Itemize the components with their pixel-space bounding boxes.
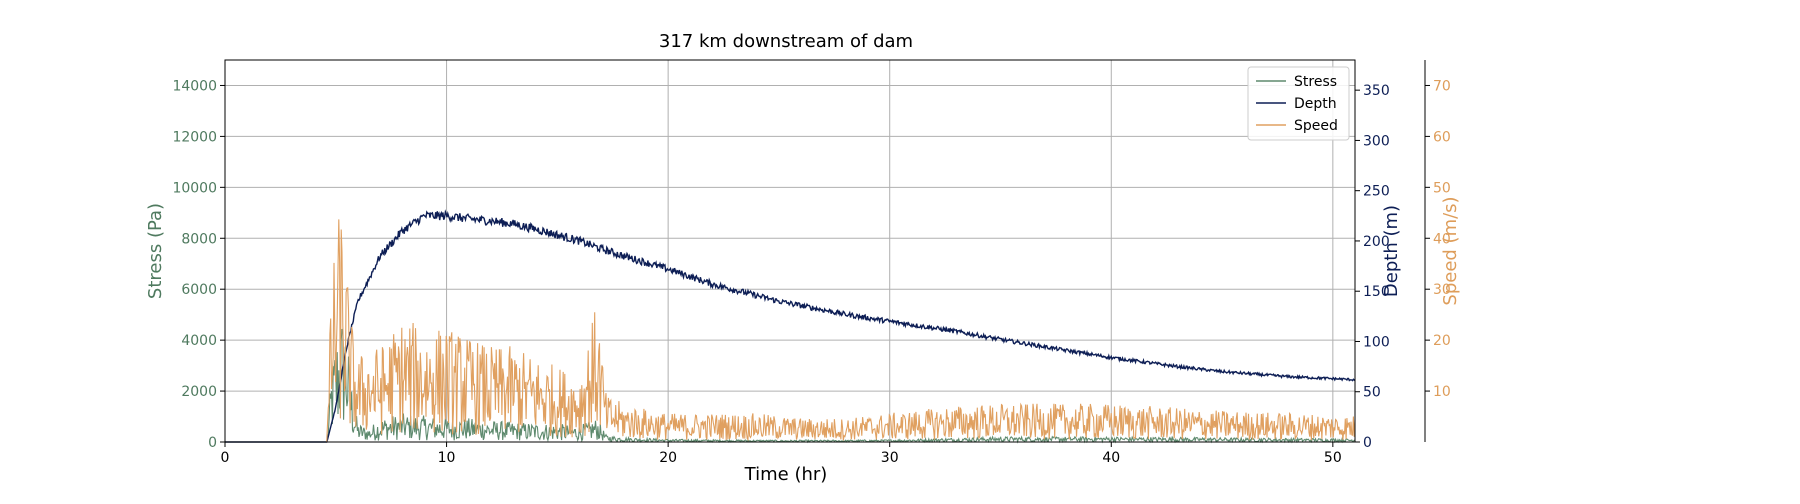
axes: 0 10 20 30 40 5002000400060008000100001200014… (145, 78, 1461, 466)
x-tick-label: 30 (881, 450, 899, 466)
legend-label-stress: Stress (1294, 74, 1337, 90)
plot-lines (225, 209, 1356, 444)
stress-tick-label: 14000 (172, 78, 217, 94)
depth-tick-label: 250 (1363, 184, 1390, 200)
stress-axis-label: Stress (Pa) (145, 203, 166, 299)
series-line-depth (225, 209, 1356, 443)
grid (225, 60, 1355, 442)
legend-label-speed: Speed (1294, 118, 1338, 134)
x-axis-label: Time (hr) (744, 464, 828, 485)
plot-frame (224, 59, 1426, 443)
stress-tick-label: 4000 (181, 333, 217, 349)
speed-tick-label: 60 (1433, 129, 1451, 145)
depth-tick-label: 0 (1363, 435, 1372, 451)
speed-tick-label: 40 (1433, 231, 1451, 247)
legend-box (1247, 66, 1350, 141)
stress-tick-label: 0 (208, 435, 217, 451)
depth-tick-label: 350 (1363, 83, 1390, 99)
speed-tick-label: 10 (1433, 384, 1451, 400)
depth-tick-label: 300 (1363, 133, 1390, 149)
plot-border (224, 59, 1356, 443)
depth-axis-label: Depth (m) (1381, 205, 1402, 297)
x-tick-label: 0 (221, 450, 230, 466)
speed-axis-label: Speed (m/s) (1440, 196, 1461, 305)
stress-tick-label: 10000 (172, 180, 217, 196)
x-tick-label: 50 (1324, 450, 1342, 466)
stress-tick-label: 6000 (181, 282, 217, 298)
x-tick-label: 40 (1102, 450, 1120, 466)
x-tick-label: 10 (438, 450, 456, 466)
speed-tick-label: 70 (1433, 78, 1451, 94)
depth-tick-label: 200 (1363, 234, 1390, 250)
stress-tick-label: 12000 (172, 129, 217, 145)
speed-tick-label: 30 (1433, 282, 1451, 298)
series-line-speed (225, 219, 1356, 443)
legend-label-depth: Depth (1294, 96, 1337, 112)
depth-tick-label: 150 (1363, 284, 1390, 300)
depth-tick-label: 50 (1363, 385, 1381, 401)
stress-tick-label: 2000 (181, 384, 217, 400)
stress-tick-label: 8000 (181, 231, 217, 247)
chart-title: 317 km downstream of dam (659, 31, 913, 52)
x-tick-label: 20 (659, 450, 677, 466)
speed-tick-label: 50 (1433, 180, 1451, 196)
speed-tick-label: 20 (1433, 333, 1451, 349)
legend: Stress Depth Speed (1247, 66, 1350, 141)
depth-tick-label: 100 (1363, 334, 1390, 350)
